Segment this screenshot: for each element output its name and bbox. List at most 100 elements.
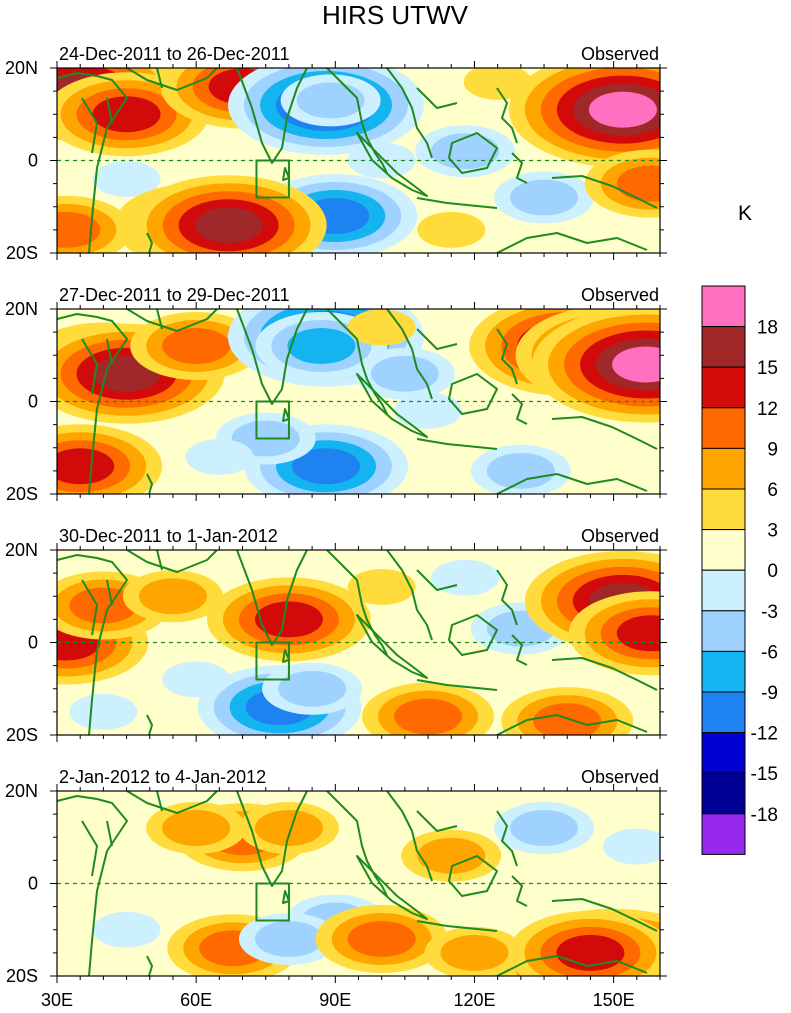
colorbar-swatch xyxy=(701,732,746,774)
lat-label: 20S xyxy=(6,484,38,504)
colorbar-label: 12 xyxy=(757,399,778,420)
anomaly-contour xyxy=(612,346,660,383)
anomaly-field xyxy=(92,802,660,976)
anomaly-contour xyxy=(287,328,356,364)
lat-label: 20S xyxy=(6,243,38,263)
region-box xyxy=(255,159,290,199)
panel-date-range: 30-Dec-2011 to 1-Jan-2012 xyxy=(59,526,278,546)
anomaly-contour xyxy=(394,392,463,429)
lon-label: 120E xyxy=(453,990,495,1010)
lat-label: 20N xyxy=(5,299,38,319)
anomaly-contour xyxy=(431,559,500,596)
panel-tag: Observed xyxy=(581,285,659,305)
anomaly-contour xyxy=(347,569,416,605)
anomaly-contour xyxy=(92,161,161,197)
anomaly-contour xyxy=(254,810,323,846)
colorbar-swatch xyxy=(701,650,746,693)
colorbar-swatch xyxy=(701,447,746,490)
colorbar-swatch xyxy=(701,772,746,815)
lat-label: 0 xyxy=(28,633,38,653)
colorbar-swatch xyxy=(701,285,746,328)
colorbar-swatch xyxy=(701,407,746,449)
lat-label: 0 xyxy=(28,151,38,171)
anomaly-contour xyxy=(588,91,657,128)
region-box xyxy=(255,400,290,440)
anomaly-field xyxy=(57,550,660,735)
colorbar-label: 3 xyxy=(767,521,778,542)
anomaly-contour xyxy=(69,587,138,624)
lat-label: 20N xyxy=(5,781,38,801)
lat-label: 0 xyxy=(28,874,38,894)
lat-label: 0 xyxy=(28,392,38,412)
colorbar-label: -6 xyxy=(761,642,778,663)
figure-title: HIRS UTWV xyxy=(322,0,469,30)
map-panel: 20N 0 20S 2-Jan-2012 to 4-Jan-2012 Observed xyxy=(5,767,667,986)
colorbar-label: 0 xyxy=(767,561,778,582)
map-panel: 20N 0 20S 24-Dec-2011 to 26-Dec-2011 Observe… xyxy=(5,44,667,263)
anomaly-contour xyxy=(57,448,115,485)
colorbar-label: -18 xyxy=(751,805,778,826)
colorbar-label: 15 xyxy=(757,358,778,379)
anomaly-contour xyxy=(185,439,254,475)
panel-tag: Observed xyxy=(581,44,659,64)
colorbar-label: 6 xyxy=(767,480,778,501)
map-panel: 20N 0 20S 27-Dec-2011 to 29-Dec-2011 Observe… xyxy=(5,285,667,504)
lat-label: 20N xyxy=(5,58,38,78)
anomaly-contour xyxy=(417,211,486,248)
region-box xyxy=(255,882,290,922)
map-panel: 20N 0 20S 30-Dec-2011 to 1-Jan-2012 Observed xyxy=(5,526,667,745)
anomaly-contour xyxy=(92,96,161,133)
anomaly-contour xyxy=(69,693,138,730)
anomaly-contour xyxy=(486,452,555,489)
anomaly-contour xyxy=(616,165,660,202)
colorbar-swatch xyxy=(701,691,746,734)
lon-label: 30E xyxy=(41,990,73,1010)
anomaly-contour xyxy=(162,661,231,698)
colorbar-label: 18 xyxy=(757,318,778,339)
anomaly-contour xyxy=(292,448,361,485)
panel-tag: Observed xyxy=(581,526,659,546)
lat-label: 20N xyxy=(5,540,38,560)
anomaly-contour xyxy=(533,703,602,735)
anomaly-contour xyxy=(347,142,416,179)
colorbar-swatch xyxy=(701,326,746,368)
anomaly-contour xyxy=(510,810,579,846)
panel-date-range: 27-Dec-2011 to 29-Dec-2011 xyxy=(59,285,289,305)
anomaly-field xyxy=(57,309,660,494)
anomaly-contour xyxy=(347,921,416,957)
anomaly-contour xyxy=(162,328,231,364)
anomaly-contour xyxy=(254,601,323,638)
region-box xyxy=(255,641,290,681)
anomaly-contour xyxy=(92,911,161,948)
anomaly-contour xyxy=(463,68,532,100)
anomaly-contour xyxy=(370,355,439,392)
anomaly-contour xyxy=(417,837,486,874)
anomaly-contour xyxy=(254,921,323,957)
colorbar-swatch xyxy=(701,366,746,409)
colorbar-swatch xyxy=(701,813,746,855)
anomaly-contour xyxy=(616,615,660,652)
anomaly-contour xyxy=(440,934,509,971)
colorbar-label: -15 xyxy=(751,764,778,785)
colorbar-label: -9 xyxy=(761,683,778,704)
colorbar-label: -3 xyxy=(761,602,778,623)
anomaly-contour xyxy=(394,698,463,735)
anomaly-contour xyxy=(278,670,347,707)
lon-label: 60E xyxy=(180,990,212,1010)
anomaly-contour xyxy=(138,578,207,615)
colorbar-swatch xyxy=(701,610,746,652)
lat-label: 20S xyxy=(6,966,38,986)
panel-tag: Observed xyxy=(581,767,659,787)
colorbar-swatch xyxy=(701,488,746,531)
colorbar-unit: K xyxy=(738,202,752,225)
colorbar-swatch xyxy=(701,569,746,612)
anomaly-contour xyxy=(194,207,263,244)
colorbar-label: -12 xyxy=(751,724,778,745)
lat-label: 20S xyxy=(6,725,38,745)
anomaly-contour xyxy=(296,82,365,119)
colorbar-swatch xyxy=(701,529,746,571)
lon-label: 150E xyxy=(593,990,635,1010)
lon-label: 90E xyxy=(319,990,351,1010)
panel-date-range: 24-Dec-2011 to 26-Dec-2011 xyxy=(59,44,289,64)
